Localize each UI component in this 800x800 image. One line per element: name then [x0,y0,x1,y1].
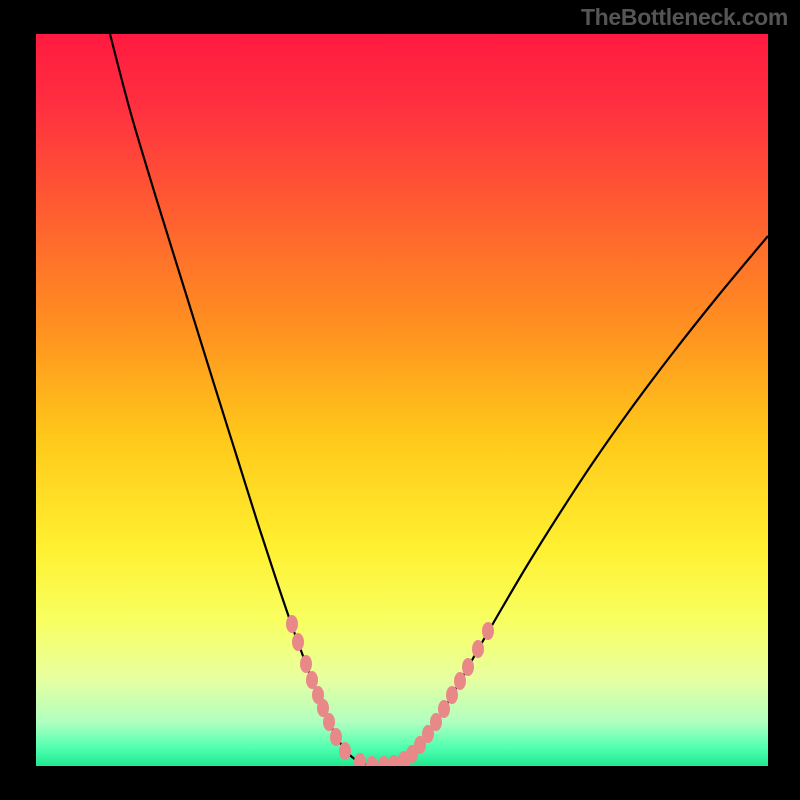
data-marker [330,728,342,746]
data-marker [292,633,304,651]
data-marker [323,713,335,731]
data-marker [300,655,312,673]
data-marker [454,672,466,690]
chart-frame: TheBottleneck.com [0,0,800,800]
data-marker [482,622,494,640]
data-marker [286,615,298,633]
data-marker [446,686,458,704]
gradient-background [36,34,768,766]
bottleneck-chart [36,34,768,766]
data-marker [306,671,318,689]
data-marker [339,742,351,760]
data-marker [472,640,484,658]
watermark-text: TheBottleneck.com [581,4,788,31]
data-marker [438,700,450,718]
data-marker [462,658,474,676]
